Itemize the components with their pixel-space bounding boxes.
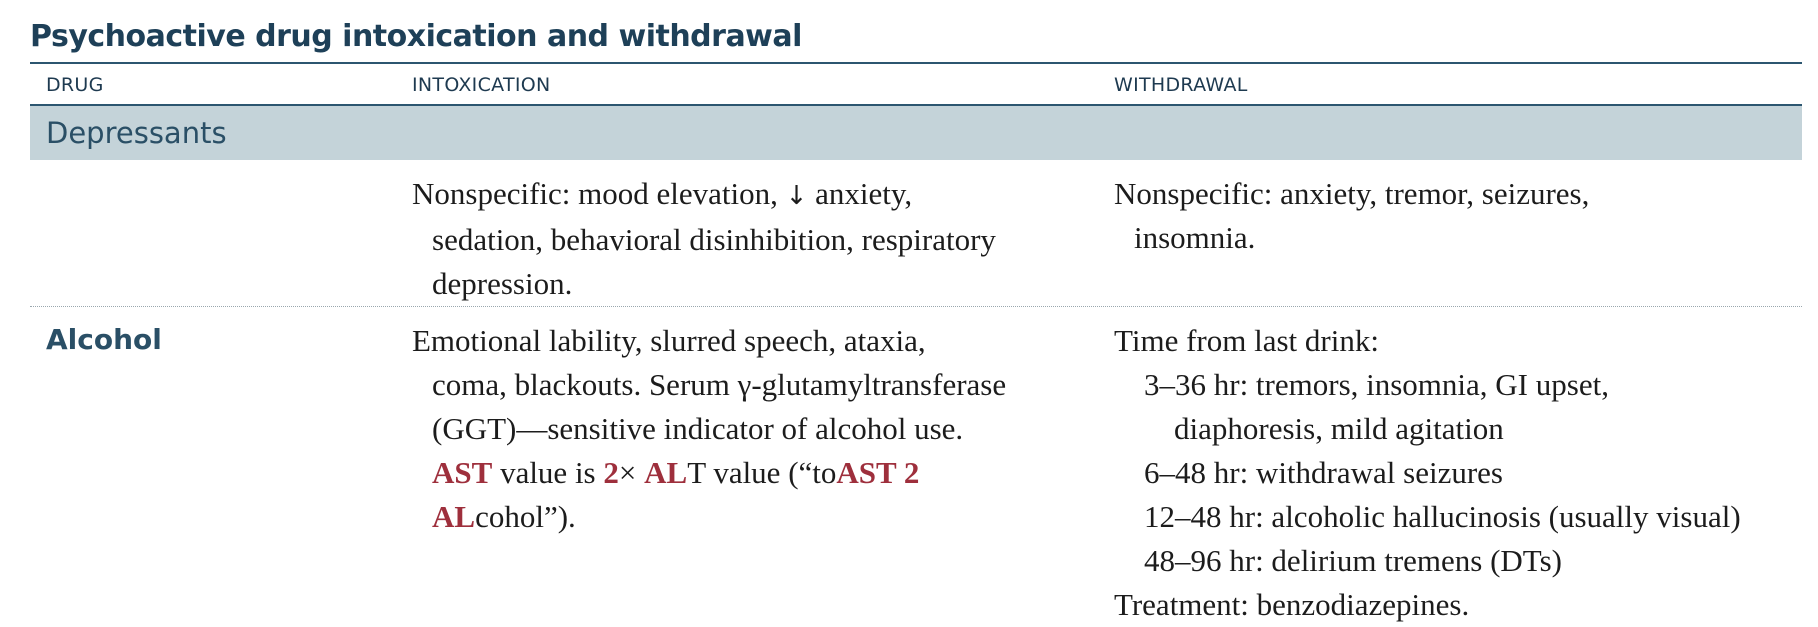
intox-line-3: depression.	[432, 266, 573, 301]
down-arrow-icon: ↓	[785, 181, 808, 211]
withd-intro: Time from last drink:	[1114, 323, 1379, 358]
header-withdrawal: WITHDRAWAL	[1114, 74, 1248, 96]
withd-item-3: 12–48 hr: alcoholic hallucinosis (usuall…	[1144, 499, 1741, 534]
intox-line-2: coma, blackouts. Serum γ-glutamyltransfe…	[432, 367, 1007, 402]
table-row: Nonspecific: mood elevation, ↓ anxiety, …	[30, 160, 1802, 307]
withd-line-1: Nonspecific: anxiety, tremor, seizures,	[1114, 176, 1590, 211]
header-drug: DRUG	[46, 74, 104, 96]
intoxication-cell: Nonspecific: mood elevation, ↓ anxiety, …	[412, 172, 996, 306]
intox-line-5: ALcohol”).	[432, 499, 576, 534]
intox-line-1: Emotional lability, slurred speech, atax…	[412, 323, 926, 358]
header-intoxication: INTOXICATION	[412, 74, 551, 96]
page-title: Psychoactive drug intoxication and withd…	[30, 14, 1802, 64]
withd-item-2: 6–48 hr: withdrawal seizures	[1144, 455, 1503, 490]
intox-line-3: (GGT)—sensitive indicator of alcohol use…	[432, 411, 964, 446]
withdrawal-cell: Time from last drink: 3–36 hr: tremors, …	[1114, 319, 1741, 627]
intox-line-2: sedation, behavioral disinhibition, resp…	[432, 222, 996, 257]
withd-treatment: Treatment: benzodiazepines.	[1114, 587, 1470, 622]
drug-table-page: Psychoactive drug intoxication and withd…	[30, 14, 1802, 622]
withd-item-4: 48–96 hr: delirium tremens (DTs)	[1144, 543, 1562, 578]
intoxication-cell: Emotional lability, slurred speech, atax…	[412, 319, 1006, 539]
withd-item-1b: diaphoresis, mild agitation	[1174, 411, 1504, 446]
intox-line-4: AST value is 2× ALT value (“toAST 2	[432, 455, 920, 490]
table-header: DRUG INTOXICATION WITHDRAWAL	[30, 64, 1802, 106]
section-label: Depressants	[46, 116, 227, 150]
section-depressants: Depressants	[30, 106, 1802, 160]
intox-line-1: Nonspecific: mood elevation, ↓ anxiety,	[412, 172, 996, 218]
withd-line-2: insomnia.	[1134, 220, 1256, 255]
table-row: Alcohol Emotional lability, slurred spee…	[30, 307, 1802, 622]
withdrawal-cell: Nonspecific: anxiety, tremor, seizures, …	[1114, 172, 1589, 260]
drug-name: Alcohol	[46, 323, 162, 356]
withd-item-1a: 3–36 hr: tremors, insomnia, GI upset,	[1144, 367, 1609, 402]
